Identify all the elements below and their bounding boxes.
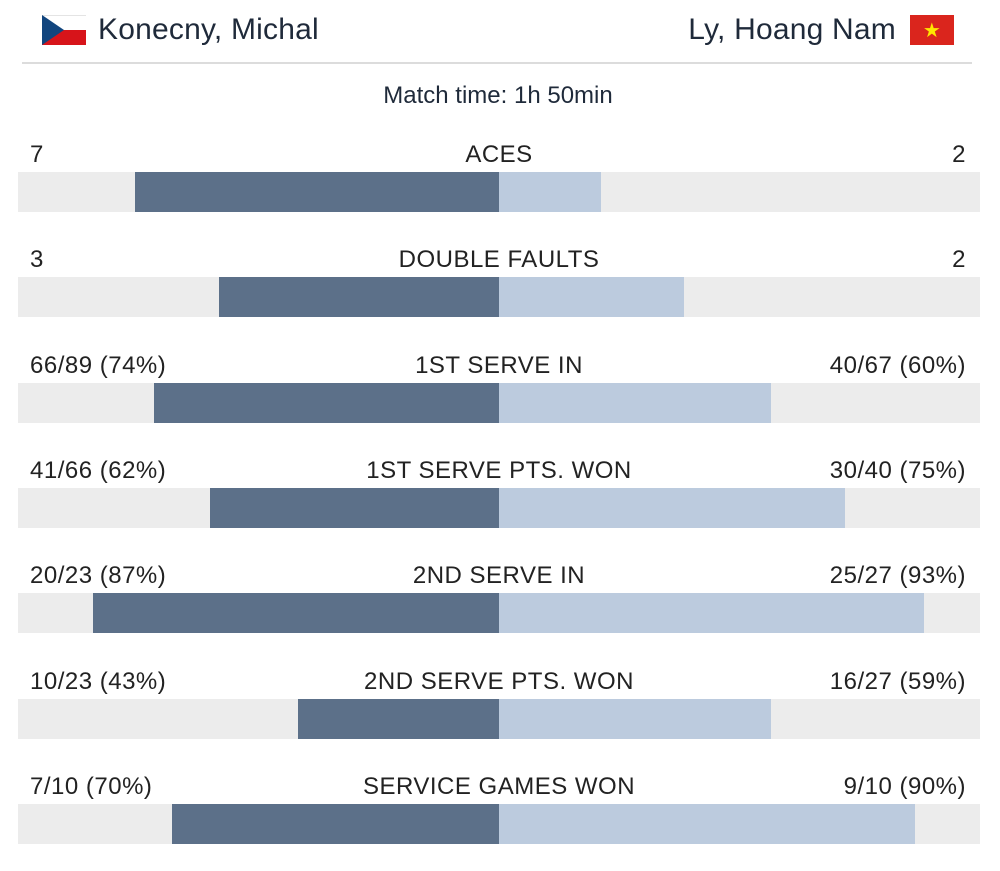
stat-bar-track [18, 699, 980, 739]
stat-label: 2ND SERVE IN [412, 562, 586, 589]
stat-bar-left [172, 804, 499, 844]
stat-left-value: 41/66 (62%) [30, 457, 167, 484]
stat-bar-right [499, 699, 771, 739]
stat-right-value: 9/10 (90%) [843, 773, 966, 800]
stat-left-value: 20/23 (87%) [30, 562, 167, 589]
stat-bar-right [499, 593, 924, 633]
stat-bar-left [135, 172, 499, 212]
stat-row: 20/23 (87%) 2ND SERVE IN 25/27 (93%) [18, 561, 980, 641]
stat-right-value: 16/27 (59%) [829, 668, 966, 695]
stat-left-value: 66/89 (74%) [30, 352, 167, 379]
stat-bar-track [18, 488, 980, 528]
stat-row: 7 ACES 2 [18, 140, 980, 220]
stat-label: DOUBLE FAULTS [398, 246, 600, 273]
stat-label: 2ND SERVE PTS. WON [364, 668, 634, 695]
stat-bar-right [499, 488, 845, 528]
stat-right-value: 30/40 (75%) [829, 457, 966, 484]
stat-row: 10/23 (43%) 2ND SERVE PTS. WON 16/27 (59%) [18, 667, 980, 747]
czech-flag-icon [42, 15, 86, 45]
stat-bar-left [219, 277, 499, 317]
stat-right-value: 2 [952, 246, 966, 273]
players-header: Konecny, Michal Ly, Hoang Nam ★ [22, 0, 972, 64]
stat-label: 1ST SERVE IN [415, 352, 583, 379]
player-left-name[interactable]: Konecny, Michal [98, 13, 319, 46]
stat-left-value: 10/23 (43%) [30, 668, 167, 695]
stat-row: 3 DOUBLE FAULTS 2 [18, 245, 980, 325]
stat-right-value: 2 [952, 141, 966, 168]
stat-label: 1ST SERVE PTS. WON [366, 457, 632, 484]
stat-left-value: 7 [30, 141, 44, 168]
stat-bar-track [18, 593, 980, 633]
stat-label: SERVICE GAMES WON [362, 773, 636, 800]
stat-bar-right [499, 172, 601, 212]
player-left: Konecny, Michal [42, 10, 319, 50]
stat-left-value: 7/10 (70%) [30, 773, 153, 800]
stat-right-value: 40/67 (60%) [829, 352, 966, 379]
stat-bar-track [18, 172, 980, 212]
stat-label: ACES [465, 141, 533, 168]
stat-row: 41/66 (62%) 1ST SERVE PTS. WON 30/40 (75%) [18, 456, 980, 536]
player-right: Ly, Hoang Nam ★ [688, 10, 954, 50]
stat-bar-left [93, 593, 499, 633]
vietnam-flag-icon: ★ [910, 15, 954, 45]
stat-bar-track [18, 804, 980, 844]
stat-bar-right [499, 277, 684, 317]
stat-left-value: 3 [30, 246, 44, 273]
stat-bar-left [210, 488, 499, 528]
stat-bar-left [298, 699, 499, 739]
stat-row: 66/89 (74%) 1ST SERVE IN 40/67 (60%) [18, 351, 980, 431]
match-time: Match time: 1h 50min [383, 82, 613, 109]
player-right-name[interactable]: Ly, Hoang Nam [688, 13, 896, 46]
stat-right-value: 25/27 (93%) [829, 562, 966, 589]
flag-star-icon: ★ [922, 18, 942, 42]
stat-bar-track [18, 383, 980, 423]
stat-bar-right [499, 804, 915, 844]
stat-bar-track [18, 277, 980, 317]
stat-row: 7/10 (70%) SERVICE GAMES WON 9/10 (90%) [18, 772, 980, 852]
stat-bar-right [499, 383, 771, 423]
stat-bar-left [154, 383, 499, 423]
